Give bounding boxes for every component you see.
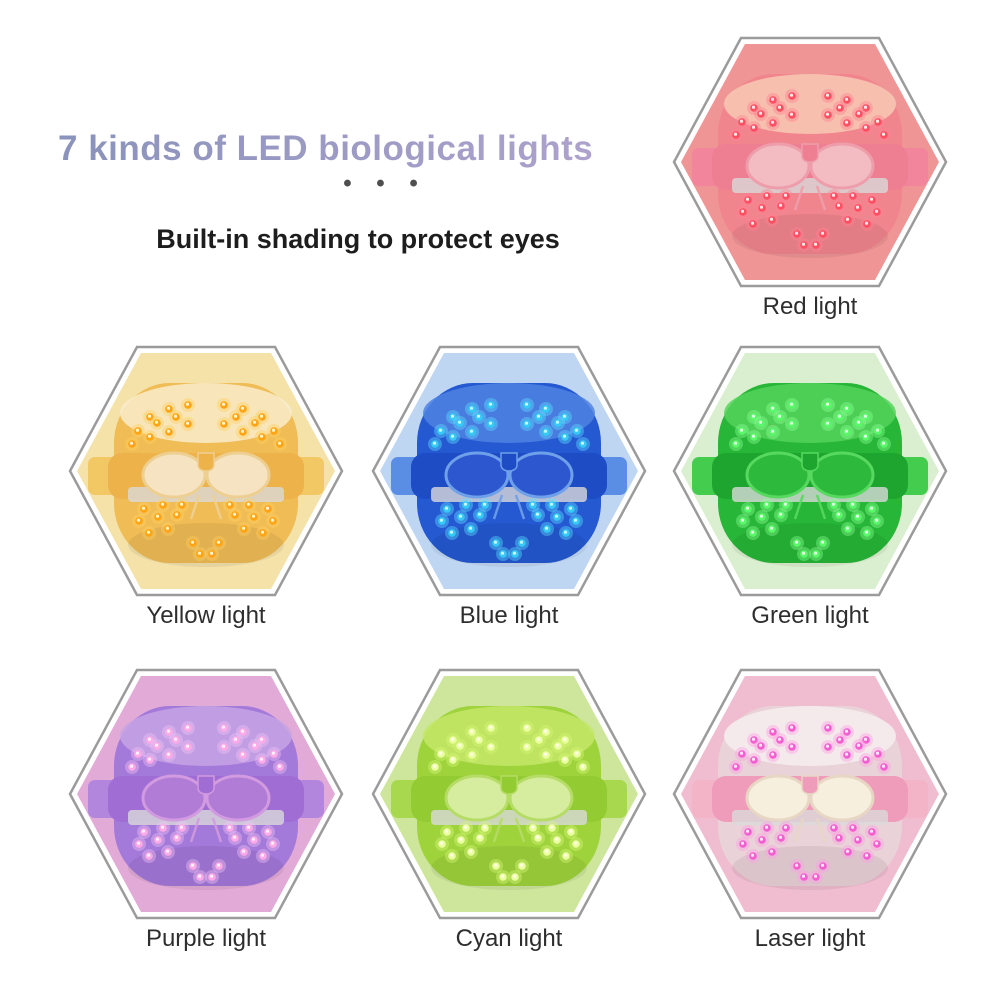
led-mask-photo-yellow <box>88 383 324 567</box>
led-mask-photo-purple <box>88 706 324 890</box>
tile-blue-light: Blue light <box>371 345 647 629</box>
led-mask-photo-blue <box>391 383 627 567</box>
tile-green-light: Green light <box>672 345 948 629</box>
light-label: Laser light <box>754 925 866 952</box>
page-subtitle: Built-in shading to protect eyes <box>156 224 560 255</box>
light-label: Blue light <box>459 602 559 629</box>
led-mask-photo-laser <box>692 706 928 890</box>
tile-red-light: Red light <box>672 36 948 320</box>
light-label: Green light <box>751 602 869 629</box>
tile-purple-light: Purple light <box>68 668 344 952</box>
light-label: Red light <box>762 293 858 320</box>
light-label: Yellow light <box>146 602 266 629</box>
light-label: Cyan light <box>455 925 563 952</box>
led-mask-photo-green <box>692 383 928 567</box>
page-title: 7 kinds of LED biological lights <box>58 129 698 169</box>
tile-cyan-light: Cyan light <box>371 668 647 952</box>
tile-laser-light: Laser light <box>672 668 948 952</box>
led-mask-photo-cyan <box>391 706 627 890</box>
tile-yellow-light: Yellow light <box>68 345 344 629</box>
separator-dots: • • • <box>343 170 427 197</box>
light-label: Purple light <box>145 925 267 952</box>
led-mask-photo-red <box>692 74 928 258</box>
